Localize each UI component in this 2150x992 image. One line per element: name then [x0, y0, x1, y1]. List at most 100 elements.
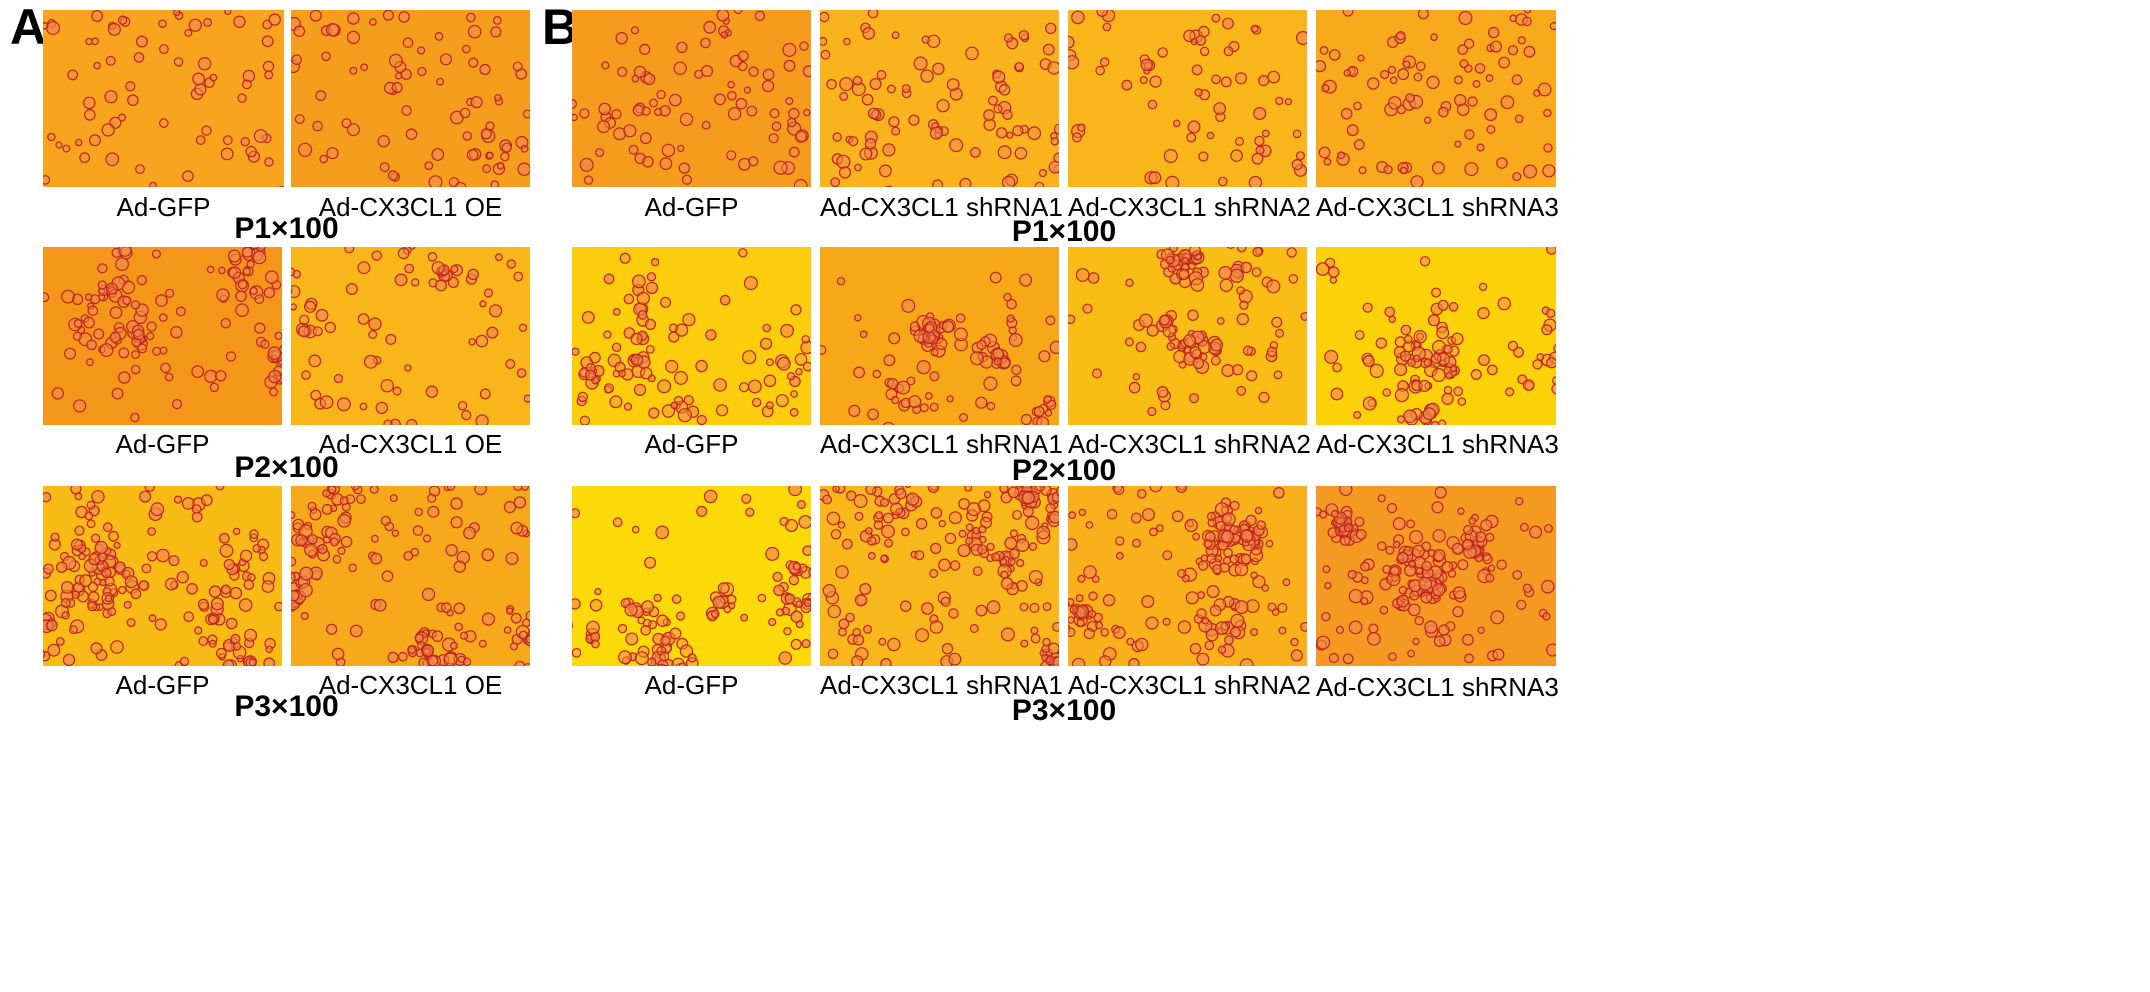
cell — [101, 123, 115, 137]
cell — [869, 77, 882, 90]
cell — [865, 486, 877, 495]
cell — [467, 24, 482, 39]
cell — [977, 544, 988, 555]
cell — [929, 402, 939, 412]
cell — [771, 121, 782, 132]
cell — [640, 625, 651, 636]
cell — [976, 339, 987, 351]
cell — [775, 394, 789, 408]
cell — [194, 83, 207, 96]
cell — [423, 534, 432, 543]
cell — [1253, 106, 1267, 120]
cell — [1337, 151, 1346, 160]
cell — [421, 644, 434, 657]
cell — [788, 486, 802, 497]
cell — [1251, 267, 1262, 277]
cell — [896, 380, 911, 395]
cell — [1382, 388, 1392, 397]
cell — [977, 499, 991, 513]
cell — [1407, 358, 1416, 367]
cell — [67, 69, 79, 81]
cell — [992, 70, 1006, 84]
micrograph-b-p1-shrna3 — [1316, 10, 1556, 187]
cell — [347, 12, 360, 25]
cell — [79, 152, 90, 164]
cell — [1006, 131, 1014, 139]
cell — [1200, 554, 1208, 562]
cell — [369, 486, 379, 494]
cell — [1183, 29, 1196, 43]
micrograph-image — [43, 10, 284, 187]
cell — [1477, 626, 1485, 634]
cell — [1210, 338, 1224, 352]
cell — [427, 252, 438, 262]
cell — [1014, 147, 1028, 160]
cell — [661, 404, 676, 418]
cell — [346, 123, 360, 137]
magnification-b-p3: P3×100 — [1011, 694, 1117, 727]
cell — [572, 98, 577, 109]
cell — [267, 346, 282, 360]
cell — [572, 648, 582, 658]
cell — [118, 585, 127, 595]
cell — [450, 641, 459, 650]
cell — [1514, 497, 1524, 506]
cell — [1209, 604, 1222, 617]
cell — [1397, 68, 1410, 81]
cell — [88, 134, 101, 147]
cell — [1158, 314, 1170, 326]
cell — [91, 10, 104, 22]
cell — [249, 286, 258, 295]
cell — [192, 72, 206, 86]
cell — [228, 266, 242, 279]
cell — [1403, 409, 1417, 424]
cell — [450, 516, 463, 529]
cell — [520, 144, 529, 153]
cell — [90, 642, 103, 655]
cell — [1155, 524, 1164, 532]
cell — [1398, 585, 1408, 595]
cell — [1396, 31, 1406, 41]
cell — [468, 57, 479, 68]
cell — [929, 486, 938, 491]
cell — [915, 518, 928, 530]
cell — [325, 623, 338, 635]
cell — [43, 292, 50, 303]
cell — [775, 608, 784, 617]
cell — [653, 593, 662, 603]
cell — [1399, 350, 1412, 362]
cell — [131, 350, 140, 359]
cell — [1438, 419, 1447, 425]
cell — [1400, 324, 1412, 336]
cell — [628, 144, 639, 155]
cell — [1261, 129, 1270, 138]
cell — [798, 515, 811, 529]
cell — [64, 347, 77, 360]
cell — [1053, 152, 1059, 163]
cell — [1034, 486, 1046, 492]
cell — [785, 518, 799, 532]
cell — [108, 530, 119, 542]
cell — [385, 333, 397, 345]
cell — [946, 395, 954, 403]
cell — [265, 270, 279, 284]
cell — [130, 588, 142, 600]
cell — [623, 293, 635, 305]
cell — [1513, 346, 1525, 358]
cell — [130, 364, 141, 375]
cell — [632, 274, 646, 289]
cell — [1021, 491, 1035, 505]
cell — [1384, 102, 1398, 117]
cell — [800, 602, 811, 614]
cell — [1222, 556, 1232, 565]
cell — [1441, 561, 1454, 573]
cell — [1441, 392, 1454, 405]
cell — [1427, 549, 1436, 558]
cell — [783, 59, 796, 72]
cell — [681, 174, 693, 185]
cell — [222, 135, 233, 146]
cell — [803, 599, 811, 607]
cell — [1543, 108, 1552, 118]
label-b-p3-shrna3: Ad-CX3CL1 shRNA3 — [1316, 672, 1559, 702]
cell — [1453, 93, 1467, 107]
